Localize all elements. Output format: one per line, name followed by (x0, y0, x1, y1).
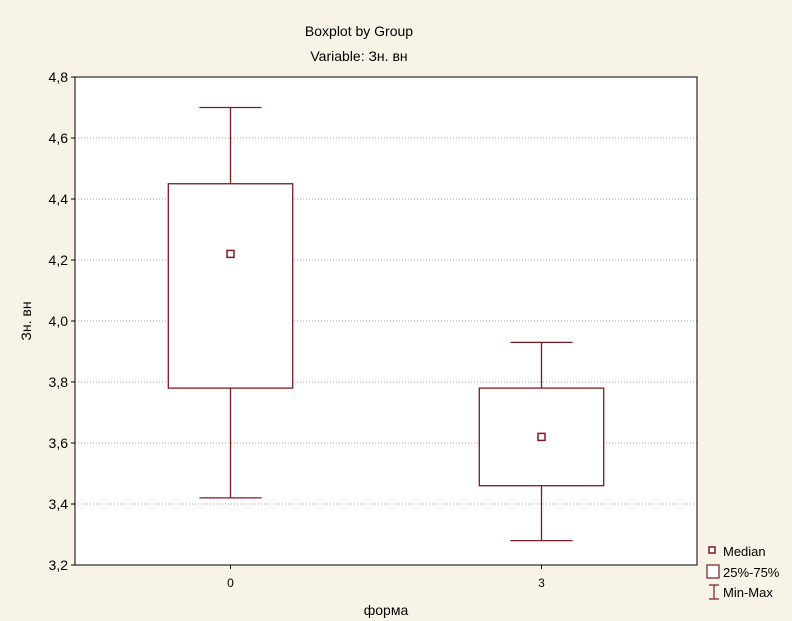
median-marker (537, 432, 546, 442)
box-group-0 (167, 106, 294, 499)
x-tick-label: 3 (538, 576, 545, 590)
y-axis-label: Зн. вн (18, 301, 34, 340)
legend-median-label: Median (723, 544, 766, 559)
y-tick-label: 3,6 (49, 435, 69, 451)
iqr-box (167, 183, 294, 389)
chart-subtitle: Variable: Зн. вн (310, 48, 407, 64)
x-axis-label: форма (364, 602, 409, 618)
y-tick-label: 4,2 (49, 252, 69, 268)
iqr-box-icon (706, 564, 720, 579)
y-tick-label: 4,8 (49, 69, 69, 85)
boxes (167, 106, 605, 542)
y-tick-label: 4,0 (49, 313, 69, 329)
legend-iqr-label: 25%-75% (723, 565, 780, 580)
y-tick-labels: 3,2 3,4 3,6 3,8 4,0 4,2 4,4 4,6 4,8 (49, 69, 75, 573)
y-tick-label: 4,6 (49, 130, 69, 146)
box-group-3 (478, 341, 605, 542)
legend-minmax-label: Min-Max (723, 585, 773, 600)
chart-title: Boxplot by Group (305, 23, 413, 39)
y-tick-label: 3,2 (49, 557, 69, 573)
median-marker (226, 249, 235, 259)
legend: Median 25%-75% Min-Max (706, 544, 780, 600)
y-tick-label: 3,4 (49, 496, 69, 512)
whisker-icon (709, 584, 719, 600)
y-tick-label: 4,4 (49, 191, 69, 207)
x-tick-label: 0 (227, 576, 234, 590)
y-tick-label: 3,8 (49, 374, 69, 390)
median-marker-icon (708, 546, 716, 554)
